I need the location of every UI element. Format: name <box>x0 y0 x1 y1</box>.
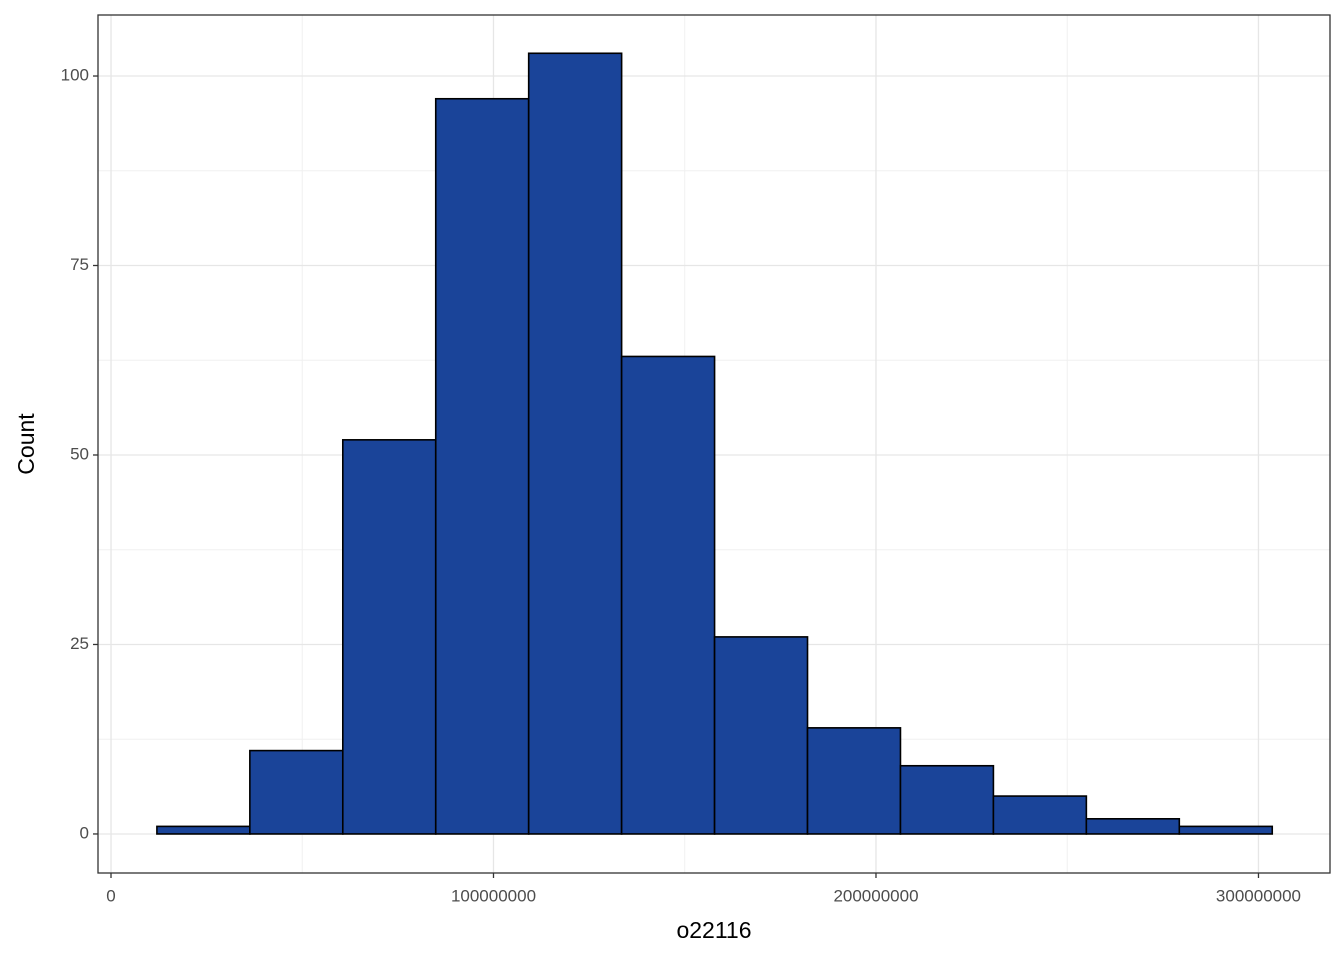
x-tick-label: 100000000 <box>451 886 536 905</box>
bar <box>992 795 1088 835</box>
bar <box>713 636 809 835</box>
y-tick-label: 0 <box>80 823 89 842</box>
bar <box>620 355 716 835</box>
bar <box>527 52 623 835</box>
x-tick-label: 300000000 <box>1216 886 1301 905</box>
x-tick-label: 0 <box>106 886 115 905</box>
bar <box>341 439 437 835</box>
y-tick-label: 75 <box>70 255 89 274</box>
plot-border <box>97 14 1331 874</box>
bar <box>156 825 251 835</box>
y-axis-title: Count <box>13 413 39 475</box>
bar <box>249 749 344 835</box>
x-axis-title: o22116 <box>676 917 751 943</box>
y-tick-label: 50 <box>70 444 89 463</box>
bar <box>806 727 902 835</box>
bar <box>1085 818 1181 835</box>
x-tick-label: 200000000 <box>833 886 918 905</box>
bar <box>434 97 530 835</box>
y-tick-label: 100 <box>61 65 89 84</box>
y-tick-label: 25 <box>70 634 89 653</box>
bar <box>1178 825 1274 835</box>
bar <box>899 764 995 835</box>
